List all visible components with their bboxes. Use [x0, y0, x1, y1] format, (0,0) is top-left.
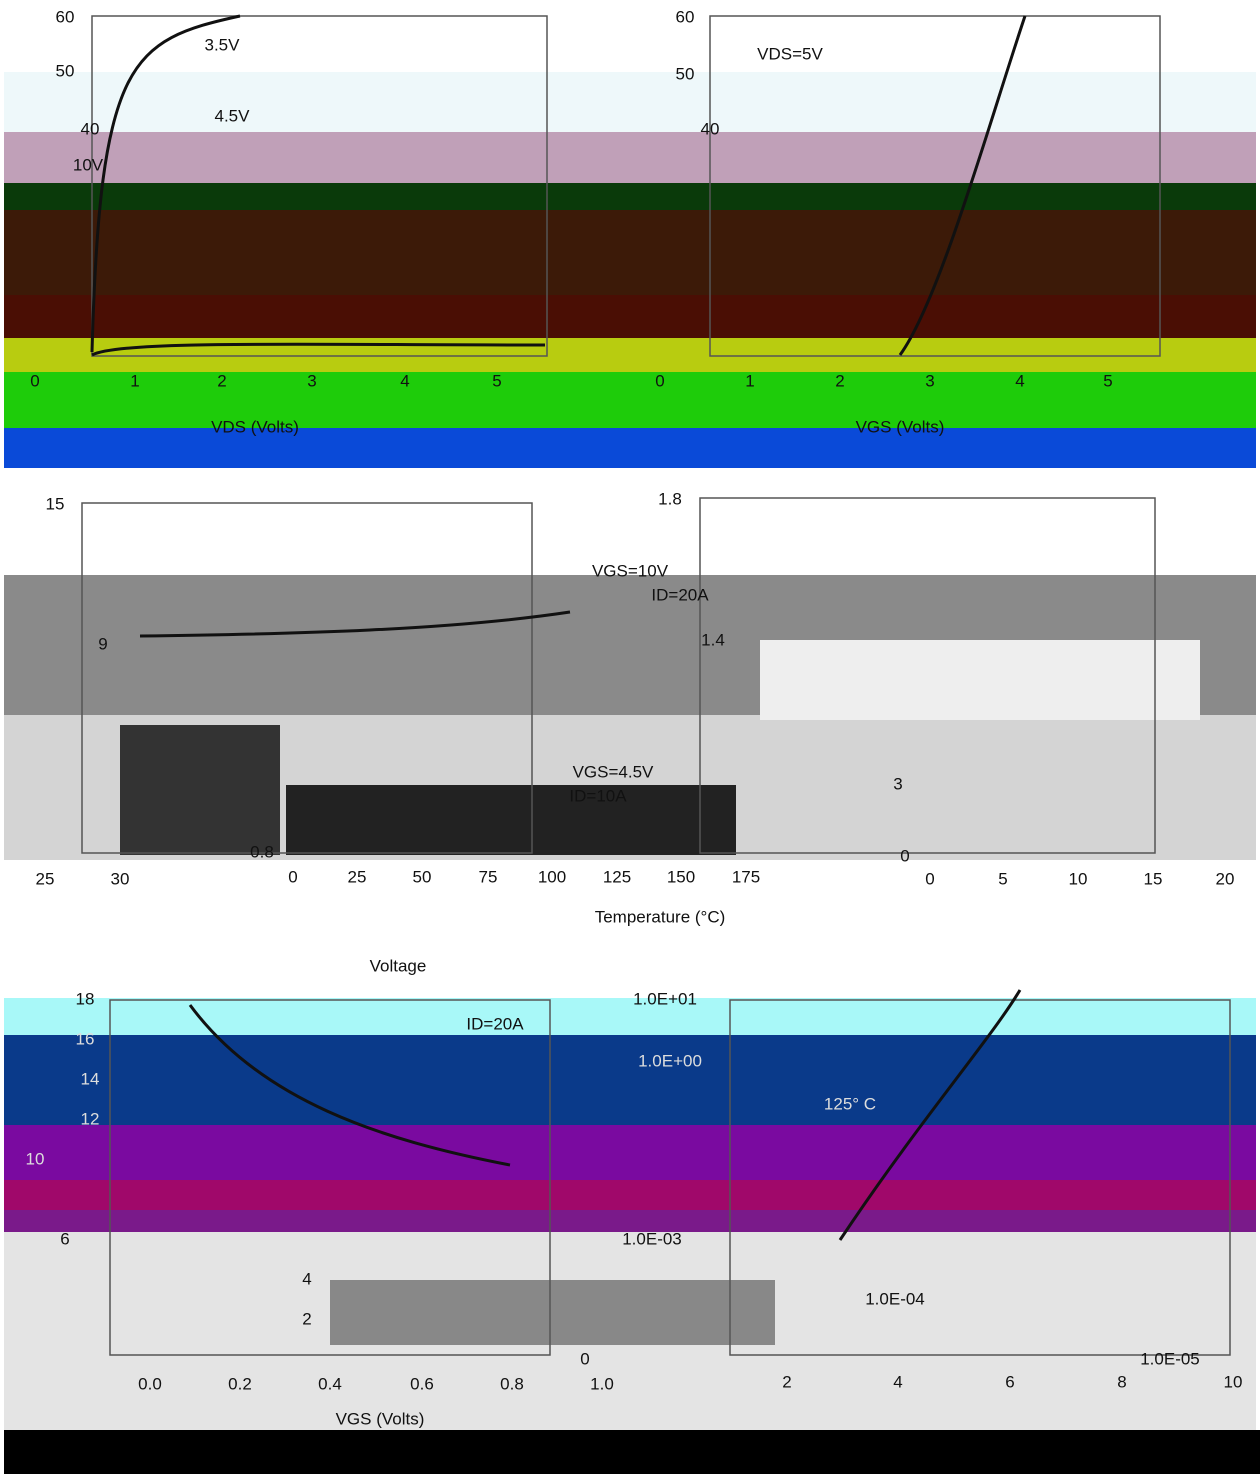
label: 4	[302, 1269, 311, 1288]
label: 30	[111, 869, 130, 888]
label: 0.8	[250, 842, 274, 861]
label: 10V	[73, 155, 104, 174]
label: 1.8	[658, 489, 682, 508]
label: 5	[998, 869, 1007, 888]
label: ID=10A	[569, 786, 627, 805]
label: 1.0E-03	[622, 1229, 682, 1248]
label: 1.0	[590, 1374, 614, 1393]
label: 25	[348, 867, 367, 886]
label: 6	[60, 1229, 69, 1248]
label: 3	[893, 774, 902, 793]
label: VGS (Volts)	[336, 1409, 425, 1428]
label: 0.8	[500, 1374, 524, 1393]
label: 125° C	[824, 1094, 876, 1113]
label: 10	[1224, 1372, 1243, 1391]
label: 3	[925, 371, 934, 390]
label: 1.4	[701, 630, 725, 649]
label: 0	[900, 846, 909, 865]
label: 100	[538, 867, 566, 886]
label: VGS (Volts)	[856, 417, 945, 436]
label: 10	[1069, 869, 1088, 888]
label: 14	[81, 1069, 100, 1088]
label: 9	[98, 634, 107, 653]
label: 12	[81, 1109, 100, 1128]
label: 75	[479, 867, 498, 886]
label: 0.6	[410, 1374, 434, 1393]
label: 25	[36, 869, 55, 888]
label: 60	[676, 7, 695, 26]
label: 2	[217, 371, 226, 390]
label: 0	[925, 869, 934, 888]
label: 4.5V	[215, 106, 251, 125]
label: 50	[56, 61, 75, 80]
label: 50	[413, 867, 432, 886]
label: 16	[76, 1029, 95, 1048]
label: 10	[26, 1149, 45, 1168]
label: 2	[302, 1309, 311, 1328]
label: 60	[56, 7, 75, 26]
label: VGS=10V	[592, 561, 669, 580]
label: 1	[130, 371, 139, 390]
label: 125	[603, 867, 631, 886]
label: 4	[400, 371, 409, 390]
label: 0.4	[318, 1374, 342, 1393]
label: 15	[1144, 869, 1163, 888]
label: 2	[835, 371, 844, 390]
label: 0	[288, 867, 297, 886]
label: 4	[1015, 371, 1024, 390]
label: 15	[46, 494, 65, 513]
label: 0.0	[138, 1374, 162, 1393]
label: 0.2	[228, 1374, 252, 1393]
label: 3	[307, 371, 316, 390]
label: 50	[676, 64, 695, 83]
label: 3.5V	[205, 35, 241, 54]
label: 150	[667, 867, 695, 886]
label: 1.0E+00	[638, 1051, 702, 1070]
label: ID=20A	[466, 1014, 524, 1033]
label: 1	[745, 371, 754, 390]
label: 1.0E-05	[1140, 1349, 1200, 1368]
label: 1.0E+01	[633, 989, 697, 1008]
glitch-bands	[4, 72, 1260, 1474]
label: 4	[893, 1372, 902, 1391]
label: 5	[1103, 371, 1112, 390]
label: 40	[701, 119, 720, 138]
chart-frames	[81, 14, 1231, 1356]
label: Voltage	[370, 956, 427, 975]
label: VGS=4.5V	[573, 762, 654, 781]
label: 6	[1005, 1372, 1014, 1391]
label: VDS=5V	[757, 44, 823, 63]
label: 1.0E-04	[865, 1289, 925, 1308]
label: Temperature (°C)	[595, 907, 726, 926]
label: 0	[580, 1349, 589, 1368]
label: VDS (Volts)	[211, 417, 299, 436]
label: 0	[30, 371, 39, 390]
label: 5	[492, 371, 501, 390]
label: 40	[81, 119, 100, 138]
label: ID=20A	[651, 585, 709, 604]
label: 20	[1216, 869, 1235, 888]
label: 2	[782, 1372, 791, 1391]
label: 18	[76, 989, 95, 1008]
label: 8	[1117, 1372, 1126, 1391]
label: 175	[732, 867, 760, 886]
label: 0	[655, 371, 664, 390]
